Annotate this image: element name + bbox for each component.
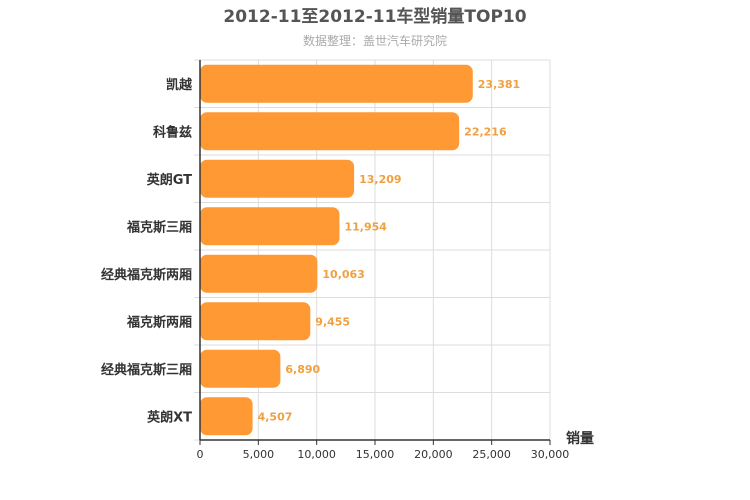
bar — [200, 207, 340, 246]
data-label: 6,890 — [285, 363, 320, 376]
data-label: 13,209 — [359, 173, 401, 186]
x-tick-label: 10,000 — [297, 448, 336, 461]
data-label: 10,063 — [322, 268, 364, 281]
x-axis-title: 销量 — [566, 430, 594, 447]
data-label: 22,216 — [464, 125, 507, 138]
bar — [200, 349, 281, 388]
category-label: 经典福克斯两厢 — [101, 267, 192, 283]
data-label: 11,954 — [344, 220, 387, 233]
chart-subtitle: 数据整理：盖世汽车研究院 — [303, 33, 447, 48]
bars — [200, 64, 473, 436]
chart-title: 2012-11至2012-11车型销量TOP10 — [223, 6, 526, 27]
bar — [200, 112, 460, 151]
data-label: 4,507 — [258, 410, 293, 423]
data-labels: 23,381 22,216 13,209 11,954 10,063 9,455 6,890… — [258, 78, 521, 424]
bar — [200, 159, 355, 198]
x-tick-label: 20,000 — [414, 448, 453, 461]
grid-lines — [194, 59, 551, 441]
x-tick-label: 5,000 — [243, 448, 275, 461]
category-label: 福克斯三厢 — [126, 219, 192, 235]
category-label: 科鲁兹 — [153, 124, 192, 140]
category-label: 凯越 — [166, 77, 193, 93]
bar — [200, 302, 311, 341]
category-label: 经典福克斯三厢 — [101, 362, 192, 378]
bar — [200, 64, 473, 103]
x-tick-label: 25,000 — [472, 448, 511, 461]
x-tick-label: 0 — [197, 448, 204, 461]
data-label: 9,455 — [315, 315, 350, 328]
bar — [200, 397, 253, 436]
bar — [200, 254, 318, 293]
category-label: 福克斯两厢 — [126, 314, 192, 330]
x-tick-label: 30,000 — [531, 448, 570, 461]
x-tick-label: 15,000 — [356, 448, 395, 461]
data-label: 23,381 — [478, 78, 520, 91]
category-label: 英朗XT — [146, 409, 192, 425]
tick-labels: 0 5,000 10,000 15,000 20,000 25,000 30,000 — [197, 440, 570, 461]
category-label: 英朗GT — [146, 172, 192, 188]
